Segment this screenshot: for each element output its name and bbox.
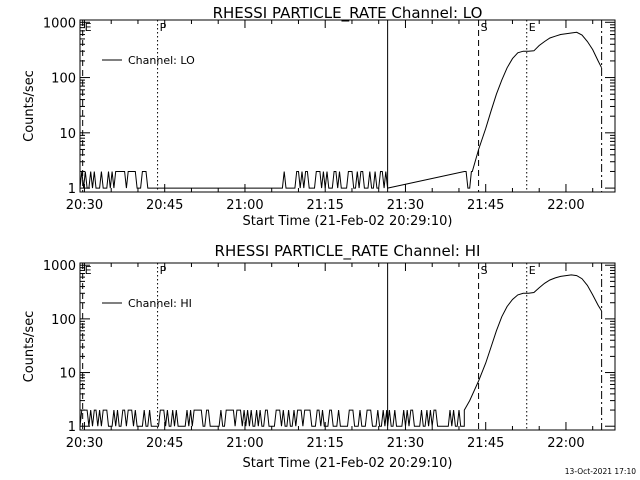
chart-panel-lo: RHESSI PARTICLE_RATE Channel: LO Start Ti…: [22, 4, 616, 229]
x-tick-label: 21:15: [306, 198, 343, 213]
timestamp-footer: 13-Oct-2021 17:10: [565, 467, 636, 476]
x-tick-label: 20:45: [146, 436, 183, 451]
event-marker-label: E: [529, 264, 536, 277]
x-axis-label: Start Time (21-Feb-02 20:29:10): [243, 456, 453, 471]
x-tick-label: 21:00: [226, 198, 263, 213]
x-tick-label: 21:15: [306, 436, 343, 451]
x-tick-label: 21:30: [387, 436, 424, 451]
y-axis-label: Counts/sec: [22, 311, 37, 383]
x-tick-label: 22:00: [547, 198, 584, 213]
y-tick-label: 10: [59, 127, 76, 142]
legend-label: Channel: HI: [128, 297, 192, 310]
event-marker-label: E: [529, 21, 536, 34]
series-line: [79, 274, 603, 427]
y-tick-label: 1: [68, 420, 76, 435]
chart-title: RHESSI PARTICLE_RATE Channel: LO: [213, 4, 483, 23]
x-tick-label: 22:00: [547, 436, 584, 451]
x-tick-label: 21:00: [226, 436, 263, 451]
plot-frame: [79, 262, 616, 431]
event-marker-label: E: [85, 264, 92, 277]
plot-frame: [79, 19, 616, 193]
legend-label: Channel: LO: [128, 54, 195, 67]
chart-title: RHESSI PARTICLE_RATE Channel: HI: [215, 242, 481, 261]
y-tick-label: 1: [68, 182, 76, 197]
x-tick-label: 21:45: [467, 198, 504, 213]
event-marker-label: P: [160, 264, 167, 277]
y-tick-label: 1000: [43, 259, 76, 274]
x-tick-label: 20:45: [146, 198, 183, 213]
event-marker-label: S: [481, 21, 488, 34]
x-tick-label: 20:30: [66, 198, 103, 213]
x-tick-label: 21:45: [467, 436, 504, 451]
y-tick-label: 10: [59, 367, 76, 382]
y-tick-label: 100: [51, 313, 76, 328]
y-tick-label: 1000: [43, 16, 76, 31]
x-tick-label: 21:30: [387, 198, 424, 213]
series-line: [79, 31, 603, 189]
y-tick-label: 100: [51, 72, 76, 87]
x-tick-label: 20:30: [66, 436, 103, 451]
event-marker-label: S: [481, 264, 488, 277]
event-marker-label: P: [160, 21, 167, 34]
event-marker-label: E: [85, 21, 92, 34]
x-axis-label: Start Time (21-Feb-02 20:29:10): [243, 214, 453, 229]
chart-panel-hi: RHESSI PARTICLE_RATE Channel: HI Start Ti…: [22, 242, 616, 471]
y-axis-label: Counts/sec: [22, 70, 37, 142]
